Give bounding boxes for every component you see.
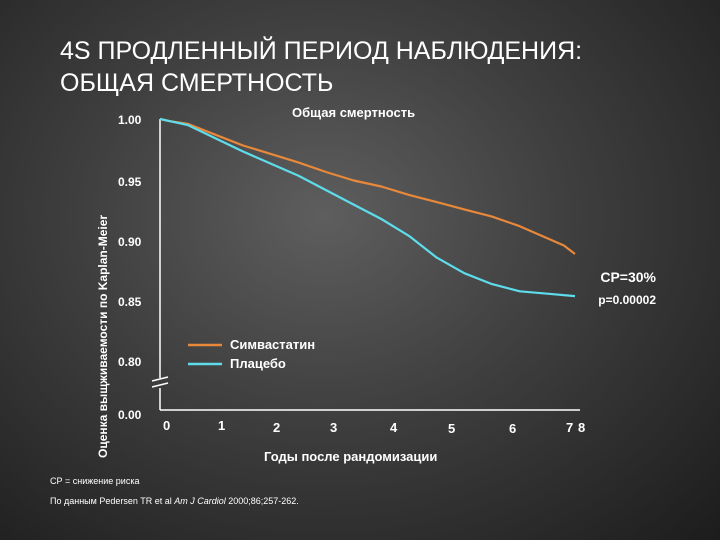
x-axis-label: Годы после рандомизации xyxy=(264,449,437,464)
axis-break-mark-bottom xyxy=(151,382,169,388)
series-line-simvastatin xyxy=(159,117,576,255)
x-tick-label: 8 xyxy=(578,420,585,435)
p-value-annotation: p=0.00002 xyxy=(598,293,656,307)
y-tick-label: 0.00 xyxy=(118,408,142,422)
x-tick-label: 5 xyxy=(448,421,455,436)
y-axis-label: Оценка выщживаемости по Kaplan-Meier xyxy=(96,215,110,458)
x-tick-label: 2 xyxy=(273,420,280,435)
chart-title: Общая смертность xyxy=(292,105,415,120)
y-tick-label: 0.80 xyxy=(118,355,142,369)
x-tick-label: 3 xyxy=(330,420,337,435)
series-line-placebo xyxy=(159,117,576,298)
y-tick-label: 0.85 xyxy=(118,295,142,309)
footnote-source-journal: Am J Cardiol xyxy=(174,496,226,506)
slide-title-line2: ОБЩАЯ СМЕРТНОСТЬ xyxy=(60,69,334,97)
footnote-abbreviation: СР = снижение риска xyxy=(50,476,140,486)
x-tick-label: 6 xyxy=(509,421,516,436)
legend-label: Плацебо xyxy=(230,356,286,371)
risk-reduction-annotation: СР=30% xyxy=(600,269,656,285)
footnote-source-pre: По данным Pedersen TR et al xyxy=(50,496,175,506)
y-tick-label: 1.00 xyxy=(118,113,142,127)
y-tick-label: 0.95 xyxy=(118,175,142,189)
footnote-source-post: 2000;86;257-262. xyxy=(225,496,299,506)
x-tick-label: 4 xyxy=(390,420,398,435)
axis-break-mark-top xyxy=(151,376,169,382)
slide-title-line1: 4S ПРОДЛЕННЫЙ ПЕРИОД НАБЛЮДЕНИЯ: xyxy=(60,37,583,65)
slide-title: 4S ПРОДЛЕННЫЙ ПЕРИОД НАБЛЮДЕНИЯ: ОБЩАЯ С… xyxy=(60,35,700,99)
x-tick-label: 0 xyxy=(163,418,170,433)
footnote-source: По данным Pedersen TR et al Am J Cardiol… xyxy=(50,496,299,506)
x-tick-label: 1 xyxy=(218,418,225,433)
legend-label: Симвастатин xyxy=(230,337,315,352)
x-tick-label: 7 xyxy=(566,420,573,435)
y-tick-label: 0.90 xyxy=(118,235,142,249)
